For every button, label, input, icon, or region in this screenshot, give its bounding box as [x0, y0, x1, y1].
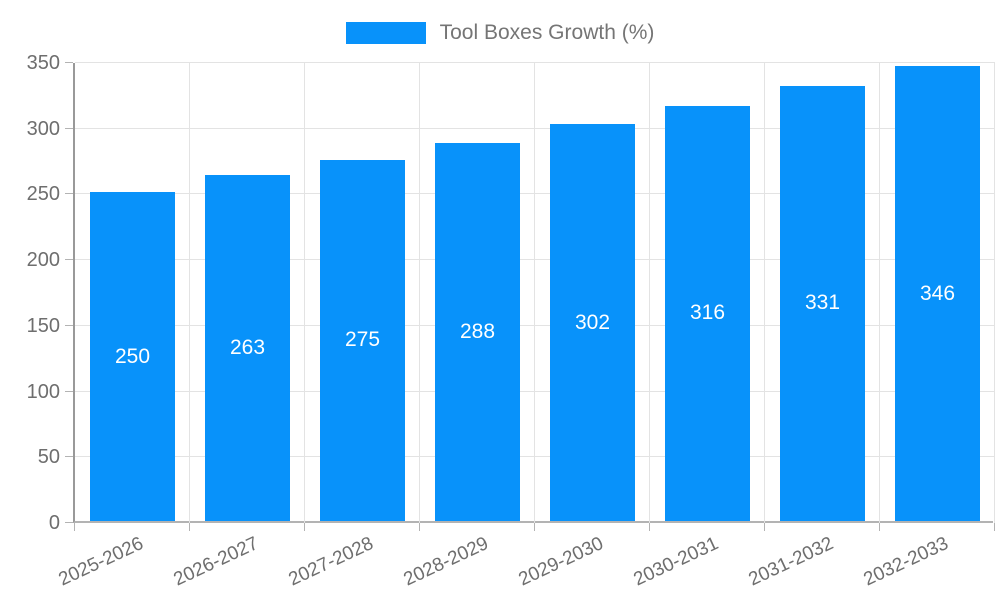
plot-area: 0 50 100 150 200 250 300 350 250 263 275 288 302 316 3… [27, 52, 995, 590]
x-axis-tick [994, 523, 995, 531]
y-gridline [75, 456, 995, 458]
y-axis-tick [65, 127, 73, 129]
y-axis-tick [65, 456, 73, 458]
bar[interactable]: 331 [780, 85, 865, 521]
y-tick-label: 150 [26, 314, 60, 337]
y-gridline [75, 62, 995, 63]
legend-item[interactable]: Tool Boxes Growth (%) [0, 21, 1000, 45]
y-gridline [75, 324, 995, 326]
x-tick-label: 2030-2031 [630, 533, 722, 591]
bar[interactable]: 250 [90, 192, 175, 521]
bar-value-label: 331 [804, 291, 841, 315]
x-axis-tick [879, 523, 880, 531]
x-gridline [189, 63, 190, 523]
x-gridline [994, 63, 995, 523]
x-axis-tick [189, 523, 190, 531]
y-axis-tick [65, 259, 73, 261]
x-gridline [764, 63, 765, 523]
y-axis-tick [65, 390, 73, 392]
x-axis-tick [764, 523, 765, 531]
x-axis-tick [419, 523, 420, 531]
bar-value-label: 302 [574, 310, 611, 334]
x-gridline [879, 63, 880, 523]
x-gridline [419, 63, 420, 523]
x-gridline [649, 63, 650, 523]
x-tick-label: 2029-2030 [515, 533, 607, 591]
x-tick-label: 2026-2027 [170, 533, 262, 591]
x-gridline [534, 63, 535, 523]
bar[interactable]: 275 [320, 159, 405, 521]
y-tick-label: 250 [26, 183, 60, 206]
bar-value-label: 316 [689, 301, 726, 325]
x-tick-label: 2032-2033 [860, 533, 952, 591]
x-tick-label: 2025-2026 [55, 533, 147, 591]
y-gridline [75, 127, 995, 129]
bar-value-label: 288 [459, 319, 496, 343]
y-tick-label: 0 [48, 512, 60, 534]
x-axis-tick [534, 523, 535, 531]
bar[interactable]: 316 [665, 105, 750, 521]
bar[interactable]: 302 [550, 124, 635, 521]
y-axis-tick [65, 522, 73, 523]
legend-swatch [345, 22, 426, 44]
y-tick-label: 100 [26, 380, 60, 403]
bar[interactable]: 288 [435, 142, 520, 521]
bar[interactable]: 263 [205, 175, 290, 521]
y-gridline [75, 193, 995, 195]
bar-value-label: 263 [229, 336, 266, 360]
x-tick-label: 2027-2028 [285, 533, 377, 591]
bar-value-label: 275 [344, 328, 381, 352]
x-tick-label: 2031-2032 [745, 533, 837, 591]
x-gridline [304, 63, 305, 523]
y-axis-tick [65, 62, 73, 63]
x-axis-tick [649, 523, 650, 531]
bar-value-label: 250 [114, 344, 151, 368]
y-tick-label: 350 [26, 52, 60, 74]
y-gridline [75, 259, 995, 261]
y-gridline [75, 390, 995, 392]
y-tick-label: 50 [37, 446, 60, 469]
legend-label: Tool Boxes Growth (%) [439, 21, 655, 44]
y-axis-tick [65, 324, 73, 326]
y-tick-label: 300 [26, 117, 60, 140]
y-tick-label: 200 [26, 249, 60, 272]
bar-value-label: 346 [919, 281, 956, 305]
bar[interactable]: 346 [895, 66, 980, 521]
x-axis-tick [304, 523, 305, 531]
y-axis-tick [65, 193, 73, 195]
x-axis-tick [74, 523, 75, 531]
x-tick-label: 2028-2029 [400, 533, 492, 591]
